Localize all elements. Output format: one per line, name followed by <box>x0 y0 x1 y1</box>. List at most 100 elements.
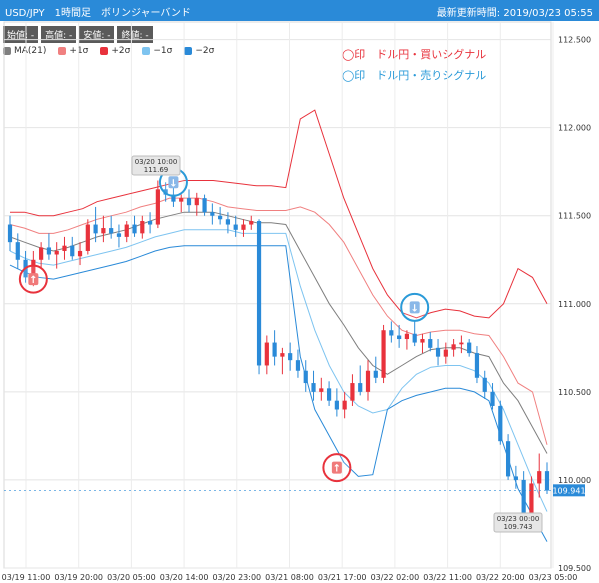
candle <box>140 215 145 239</box>
candle <box>85 219 90 255</box>
low-value: 安値: - <box>79 26 115 43</box>
candle-body <box>155 189 160 225</box>
candle <box>280 347 285 375</box>
legend-label: −1σ <box>153 46 173 56</box>
candle-body <box>31 259 36 278</box>
annotation-box <box>131 155 181 176</box>
ma21-line <box>9 211 548 454</box>
candle-body <box>435 347 441 357</box>
legend-swatch <box>184 47 193 55</box>
candle-body <box>70 245 75 257</box>
candle-body <box>7 224 13 243</box>
candle <box>498 400 503 445</box>
candle <box>342 391 347 419</box>
candle <box>397 324 402 348</box>
candle <box>116 224 122 248</box>
band-minus1-line <box>9 229 548 512</box>
x-tick-label: 03/21 08:00 <box>265 573 314 582</box>
candle <box>490 383 495 410</box>
candle <box>163 182 168 202</box>
candle <box>404 330 410 350</box>
signal-arrow-icon: ↓ <box>169 178 177 189</box>
legend-label: MA(21) <box>14 46 47 56</box>
candle <box>443 342 448 364</box>
candle <box>15 233 20 269</box>
candle-body <box>397 335 402 340</box>
candle-body <box>342 400 347 410</box>
candle <box>77 242 83 266</box>
last-updated: 最新更新時間: 2019/03/23 05:55 <box>436 8 593 19</box>
legend-item-minus1[interactable]: −1σ <box>142 46 172 56</box>
candle-body <box>326 388 332 401</box>
candle-body <box>109 228 114 234</box>
buy-signal-marker: ↑ <box>322 453 352 483</box>
chart-title-bar: USD/JPY 1時間足 ボリンジャーバンド 最新更新時間: 2019/03/2… <box>0 0 599 21</box>
candle-body <box>46 247 52 255</box>
candle <box>101 215 106 243</box>
legend-swatch <box>142 47 151 55</box>
candle <box>288 342 293 371</box>
legend-item-ma[interactable]: MA(21) <box>3 46 46 56</box>
candle-body <box>54 250 59 255</box>
x-tick-label: 03/22 02:00 <box>371 573 420 582</box>
x-tick-label: 03/22 11:00 <box>423 573 472 582</box>
candle-body <box>77 250 83 257</box>
candle-body <box>93 224 98 234</box>
candle-body <box>241 224 246 230</box>
candle <box>420 333 425 354</box>
candle-body <box>288 353 293 361</box>
candle <box>70 236 75 260</box>
candle-body <box>529 483 534 523</box>
candle <box>225 212 231 234</box>
legend-item-plus2[interactable]: +2σ <box>100 46 130 56</box>
x-tick-label: 03/20 23:00 <box>212 573 261 582</box>
candle-body <box>498 405 503 442</box>
y-tick-label: 111.500 <box>558 212 591 221</box>
candle-body <box>365 370 371 392</box>
legend-item-minus2[interactable]: −2σ <box>184 46 214 56</box>
candle-body <box>467 342 472 354</box>
candle <box>389 321 394 343</box>
candle-body <box>389 330 394 336</box>
candle-body <box>256 221 262 366</box>
open-value: 始値: - <box>3 26 39 43</box>
signal-arrow-box <box>28 273 39 286</box>
candle-body <box>147 221 153 225</box>
candle-body <box>249 221 254 225</box>
close-value: 終値: - <box>117 26 153 43</box>
candle-body <box>373 370 378 378</box>
candle-body <box>521 479 526 523</box>
candle <box>482 370 487 399</box>
candle-body <box>537 471 542 484</box>
candle-body <box>412 333 417 343</box>
candle <box>459 335 464 354</box>
candle-body <box>303 370 308 384</box>
candle <box>62 236 67 260</box>
candle <box>46 233 52 260</box>
y-tick-label: 110.500 <box>558 388 591 397</box>
candle-body <box>334 400 339 410</box>
candle <box>505 434 511 480</box>
candle <box>303 360 308 392</box>
y-tick-label: 112.000 <box>558 124 591 133</box>
candle-body <box>101 228 106 234</box>
candle <box>435 339 441 366</box>
candle-body <box>194 198 199 206</box>
x-tick-label: 03/21 17:00 <box>318 573 367 582</box>
candle <box>194 192 199 216</box>
candle <box>39 242 44 269</box>
band-plus1-line <box>9 197 548 445</box>
candle <box>358 365 363 396</box>
band-minus2-line <box>9 245 548 542</box>
candle <box>249 215 254 230</box>
candle-body <box>218 215 223 220</box>
signal-arrow-icon: ↑ <box>333 464 341 475</box>
y-tick-label: 111.000 <box>558 300 591 309</box>
candle-body <box>225 219 231 225</box>
annotation-price: 109.743 <box>504 523 533 531</box>
candle-body <box>482 377 487 392</box>
candle-body <box>311 383 316 392</box>
candle <box>109 215 114 239</box>
buy-signal-note: ◯印 ドル円・買いシグナル <box>342 48 487 61</box>
